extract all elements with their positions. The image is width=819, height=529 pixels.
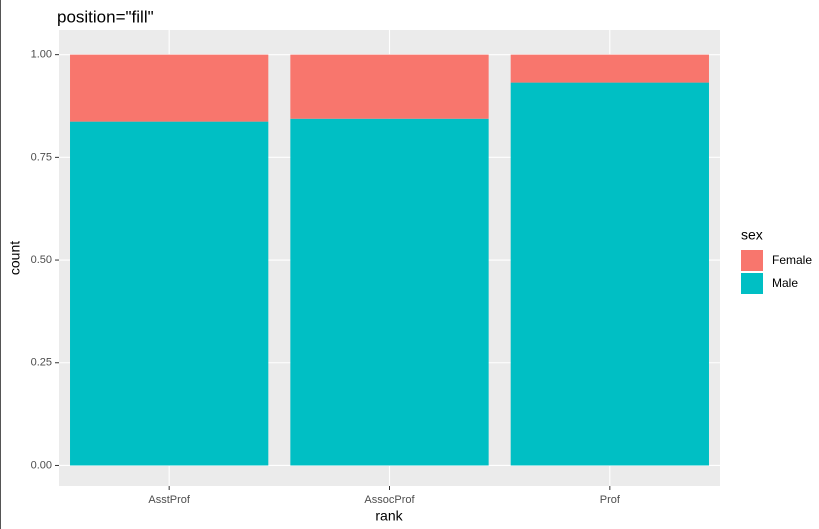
bar-segment <box>510 82 709 466</box>
y-tick-label: 0.75 <box>31 151 52 163</box>
legend-label: Female <box>772 253 812 267</box>
y-tick-label: 0.25 <box>31 357 52 369</box>
bar-segment <box>70 54 269 122</box>
x-tick-label: AsstProf <box>148 494 191 506</box>
bar-segment <box>290 118 489 466</box>
bar-segment <box>290 54 489 119</box>
bar-segment <box>510 54 709 83</box>
bar-segment <box>70 121 269 466</box>
x-axis-title: rank <box>375 508 403 524</box>
x-tick-label: AssocProf <box>364 494 415 506</box>
chart-title: position="fill" <box>57 7 154 26</box>
x-tick-label: Prof <box>600 494 621 506</box>
y-tick-label: 0.00 <box>31 459 52 471</box>
legend-key <box>741 273 763 294</box>
y-tick-label: 0.50 <box>31 254 52 266</box>
y-tick-label: 1.00 <box>31 49 52 61</box>
y-axis-title: count <box>7 241 23 275</box>
legend-key <box>741 250 763 271</box>
legend-label: Male <box>772 276 798 290</box>
legend-title: sex <box>741 227 763 243</box>
